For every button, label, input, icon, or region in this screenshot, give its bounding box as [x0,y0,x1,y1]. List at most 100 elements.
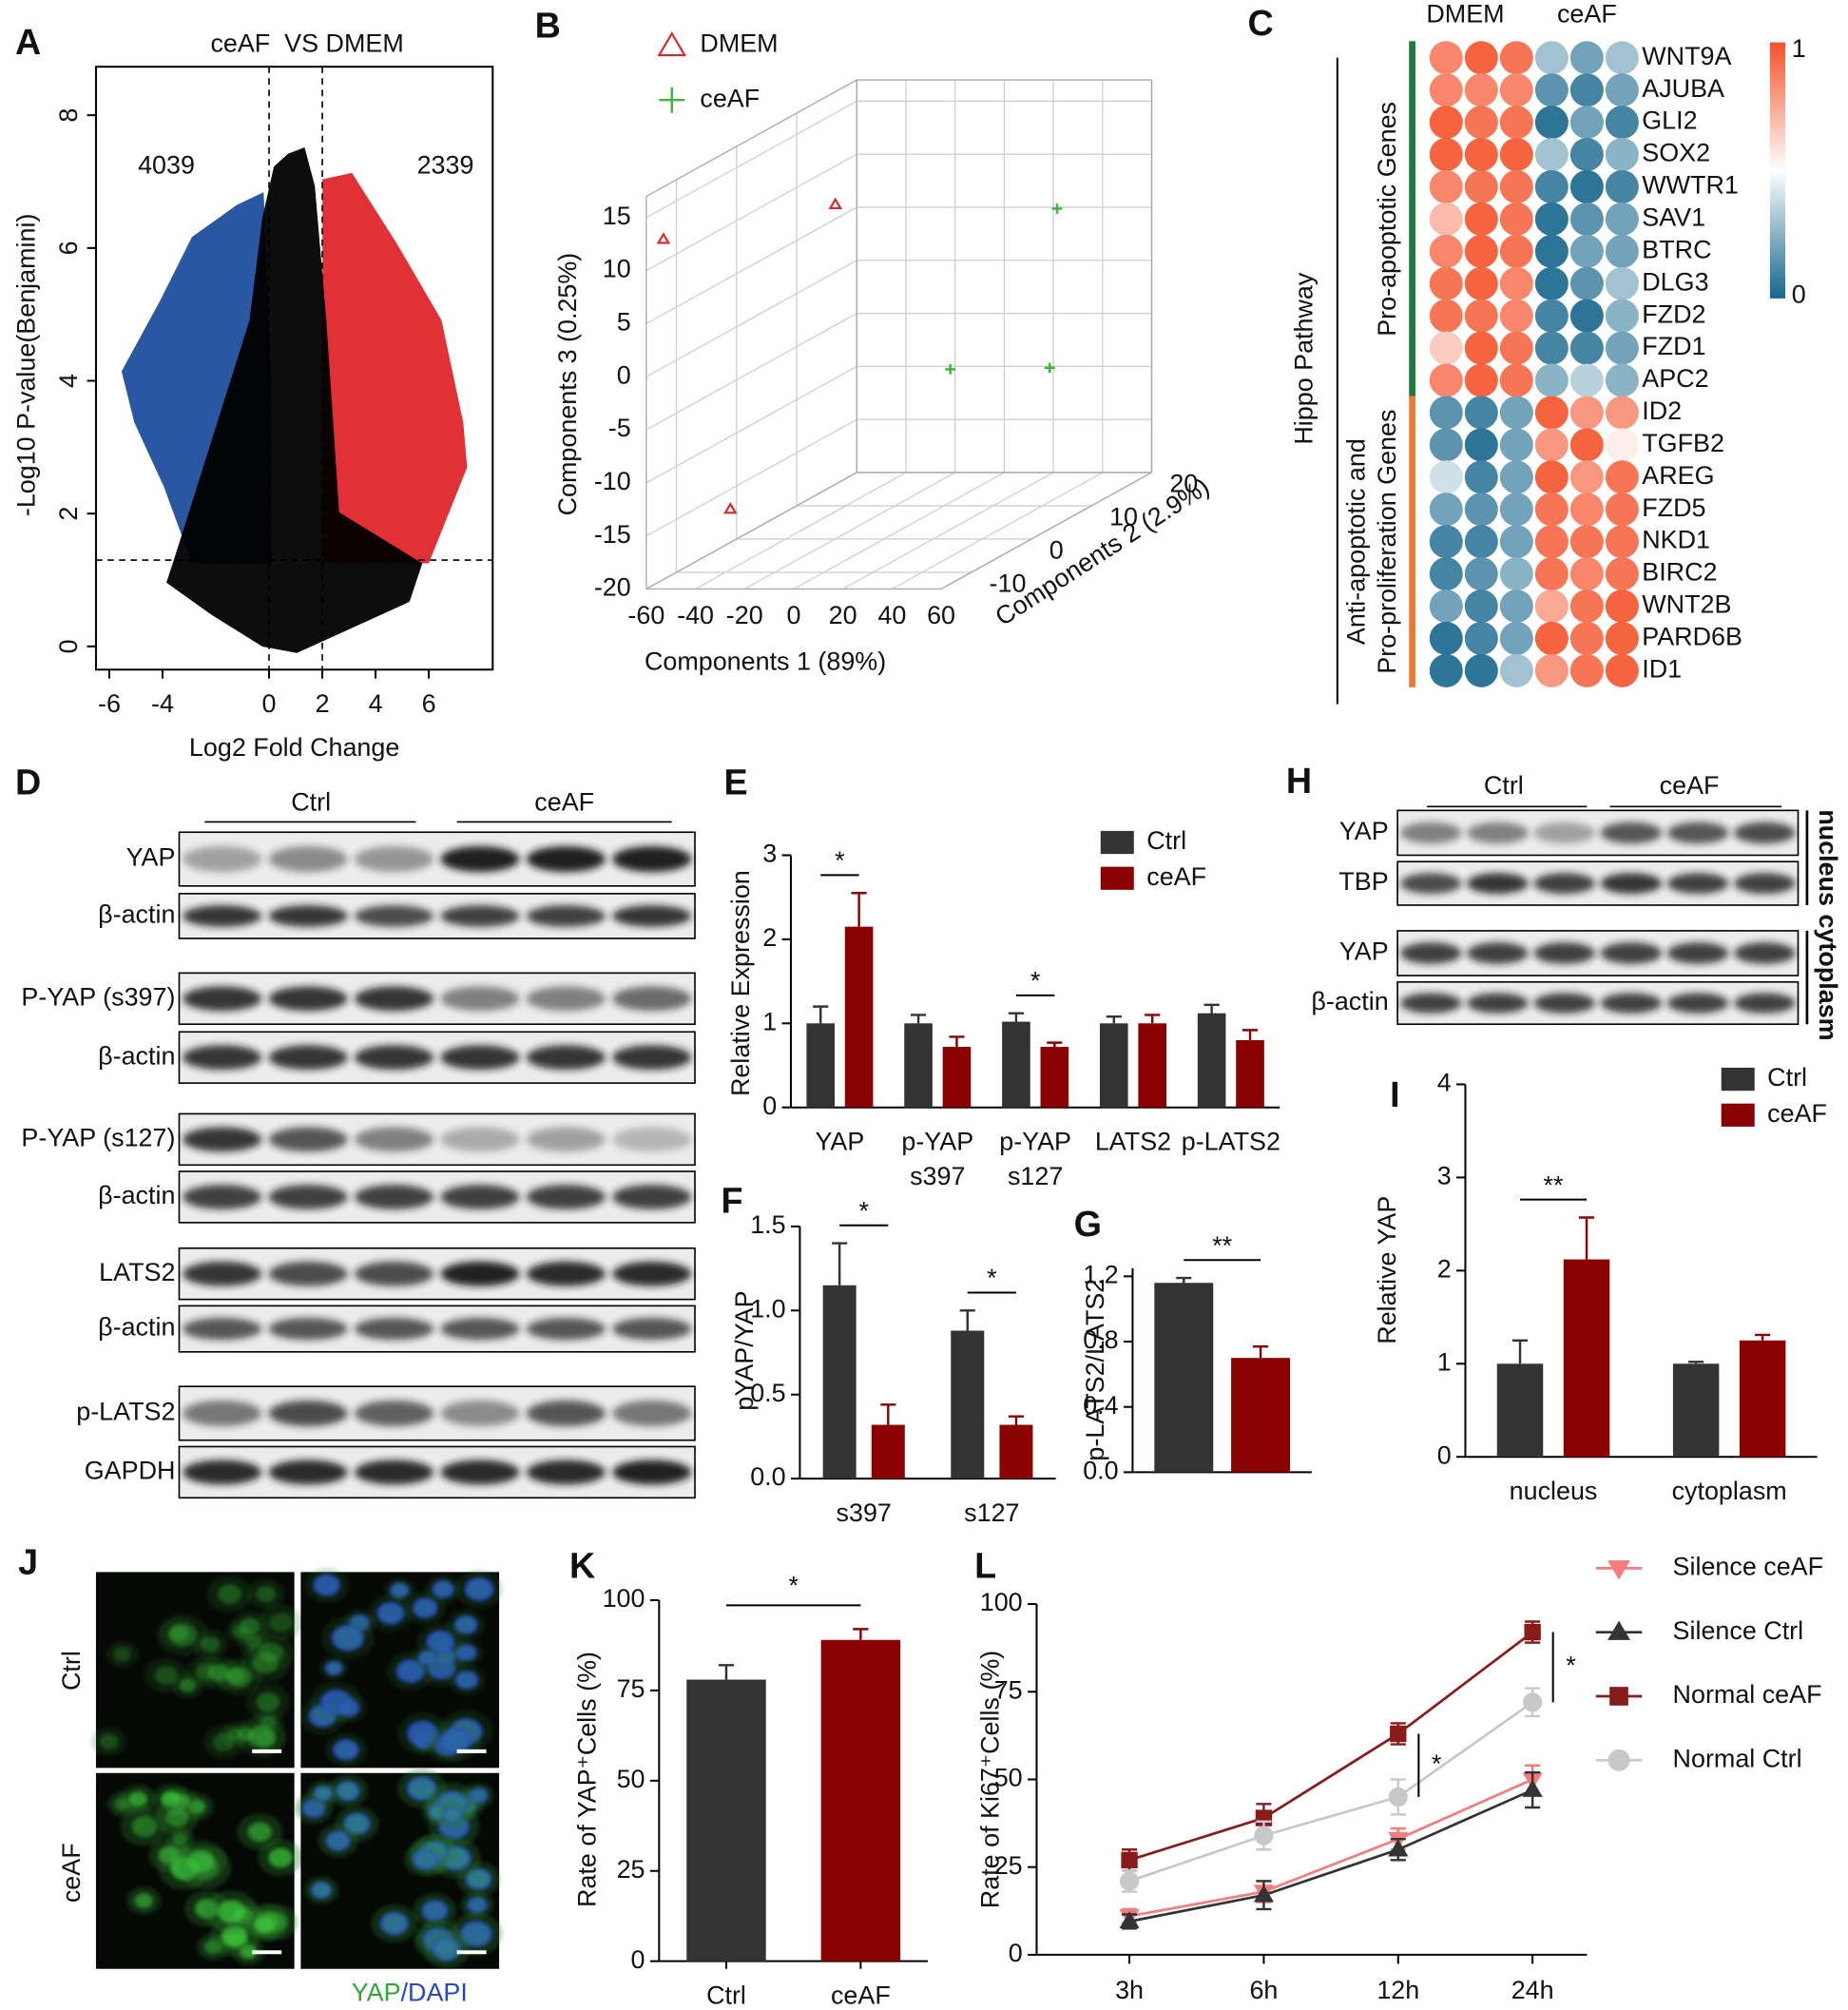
y-axis-label: p-LATS2/LATS2 [1081,1279,1109,1461]
bar [806,1023,836,1108]
y-tick-label: 1.2 [1083,1260,1118,1288]
nucleus-yap [419,1651,436,1665]
error-bar [853,1628,869,1640]
heatmap-cell [1605,589,1639,624]
y-tick-label: 20 [1169,470,1198,498]
marker [1390,1725,1407,1743]
error-bar [718,1664,735,1680]
row-label: P-YAP (s397) [21,982,175,1011]
grid-line [645,260,857,377]
y-tick-label: 0.0 [750,1462,785,1491]
blot-band [1600,873,1663,895]
row-label: SOX2 [1642,139,1710,167]
heatmap-cell [1569,41,1604,75]
nucleus-yap [113,1647,131,1662]
y-axis-label: Relative YAP [1373,1196,1401,1344]
heatmap-cell [1605,460,1639,494]
panel-letter: G [1074,1204,1102,1244]
blot-band [440,1045,520,1071]
heatmap-cell [1499,525,1533,559]
x-tick-label: 60 [927,601,955,629]
legend-marker [657,31,687,57]
heatmap-cell [1499,557,1533,591]
legend-label: Normal Ctrl [1673,1744,1802,1772]
y-tick-label: 4 [1437,1069,1452,1097]
grid-line [645,206,857,325]
heatmap-cell [1499,589,1533,624]
nucleus-yap [381,1913,407,1934]
marker [1119,1871,1140,1891]
chart-title: Hippo Pathway [1289,272,1318,445]
significance-label: * [1030,966,1041,995]
x-tick-label: s127 [964,1498,1019,1527]
blot-strip [178,1385,696,1441]
y-tick-label: 50 [994,1764,1023,1792]
nucleus-yap [414,1598,436,1617]
heatmap-cell [1534,525,1569,559]
row-label: PARD6B [1642,623,1742,651]
blot-strip [178,1305,696,1353]
significance-label: ** [1212,1231,1232,1260]
heatmap-cell [1605,621,1639,655]
heatmap-cell [1569,73,1604,107]
nucleus-yap [254,1917,275,1934]
y-tick-label: 2 [1437,1254,1452,1283]
nucleus-yap [467,1869,491,1889]
heatmap-cell [1429,41,1463,75]
heatmap-cell [1605,525,1639,559]
x-tick-label: ceAF [831,1981,891,2009]
heatmap-cell [1605,169,1639,203]
error-bar [959,1309,975,1331]
y-axis-label: Relative Expression [726,870,755,1096]
heatmap-cell [1464,363,1498,397]
legend-label: Ctrl [1767,1063,1807,1092]
x-tick-label: s397 [910,1162,965,1190]
x-tick-label: 3h [1115,1976,1144,2004]
heatmap-cell [1499,363,1533,397]
z-tick-label: 5 [617,308,631,337]
nucleus-yap [165,1807,189,1827]
blot-band [526,1261,606,1286]
blot-band [1399,993,1462,1014]
heatmap-cell [1499,73,1533,107]
row-label: BIRC2 [1642,558,1717,587]
blot-band [1533,993,1595,1014]
heatmap-cell [1569,493,1604,527]
marker [1388,1787,1408,1807]
bar [1002,1021,1030,1108]
row-label: ID2 [1642,396,1682,425]
row-label: FZD1 [1642,332,1705,360]
blot-band [1533,942,1595,964]
z-tick-label: -20 [594,573,631,602]
row-label: AJUBA [1642,74,1724,103]
y-tick-label: 2 [762,923,777,952]
panel-letter: D [15,762,41,802]
error-bar [1008,1415,1025,1425]
heatmap-cell [1429,202,1463,236]
heatmap-cell [1534,202,1569,236]
line [1128,1778,1533,1918]
grid-line [892,472,1104,590]
y-tick-label: 1.5 [750,1210,785,1239]
blot-band [612,1261,692,1286]
blot-band [612,1400,692,1427]
legend-label: ceAF [1767,1099,1827,1128]
heatmap-cell [1464,202,1498,236]
nucleus-yap [154,1665,179,1686]
nucleus-yap [99,1733,119,1749]
heatmap-cell [1464,557,1498,591]
heatmap-cell [1605,234,1639,268]
heatmap-cell [1569,525,1604,559]
x-tick-label: 2 [316,689,330,718]
nucleus-yap [268,1847,293,1868]
group-label: Anti-apoptotic and [1341,438,1370,645]
heatmap-cell [1569,266,1604,300]
heatmap-cell [1534,234,1569,268]
x-tick-label: 6 [422,689,436,718]
y-tick-label: 0.5 [750,1379,785,1407]
blot-band [183,986,262,1012]
blot-band [1666,873,1729,895]
x-tick-label: -60 [627,601,664,629]
